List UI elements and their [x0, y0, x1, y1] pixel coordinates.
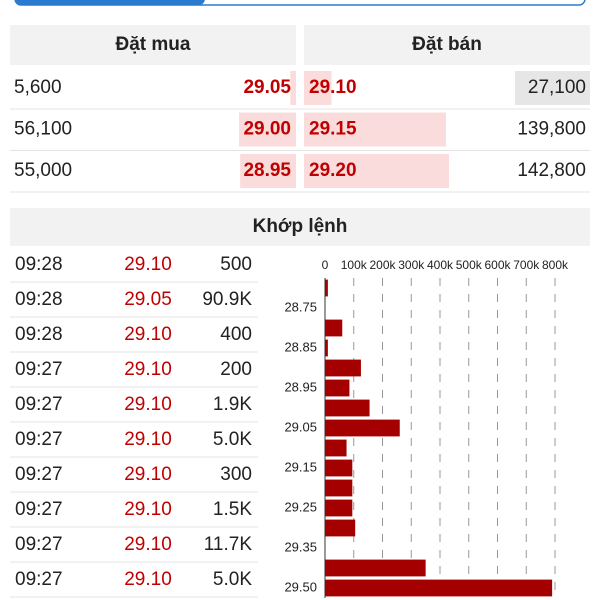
bar [325, 479, 353, 497]
buy-price: 29.05 [243, 77, 291, 98]
bar [325, 279, 328, 297]
buy-header-bg [10, 25, 296, 65]
trade-price: 29.10 [124, 359, 172, 380]
sell-price: 29.20 [309, 160, 357, 181]
y-tick-label: 29.50 [284, 579, 317, 594]
bar [325, 379, 350, 397]
bar [325, 339, 328, 357]
trade-price: 29.10 [124, 569, 172, 590]
sell-header: Đặt bán [412, 34, 482, 55]
trade-time: 09:27 [15, 464, 63, 485]
buy-volume: 56,100 [14, 119, 72, 140]
y-tick-label: 29.25 [284, 499, 317, 514]
trade-time: 09:27 [15, 499, 63, 520]
trade-price: 29.10 [124, 394, 172, 415]
x-tick-label: 500k [456, 258, 483, 272]
trade-price: 29.10 [124, 499, 172, 520]
trade-price: 29.10 [124, 464, 172, 485]
trade-volume: 400 [220, 324, 252, 345]
trade-price: 29.10 [124, 324, 172, 345]
trade-price: 29.10 [124, 429, 172, 450]
sell-volume: 139,800 [517, 119, 586, 140]
sell-depth-bar [304, 112, 446, 147]
bar [325, 419, 400, 437]
trade-time: 09:27 [15, 394, 63, 415]
trade-time: 09:27 [15, 359, 63, 380]
trade-volume: 1.5K [213, 499, 252, 520]
trade-volume: 5.0K [213, 569, 252, 590]
buy-depth-bar [239, 112, 296, 147]
x-tick-label: 700k [513, 258, 540, 272]
trade-volume: 11.7K [204, 534, 253, 555]
buy-depth-bar [240, 154, 296, 188]
sell-volume: 27,100 [528, 77, 586, 98]
trade-price: 29.10 [124, 534, 172, 555]
x-tick-label: 0 [322, 258, 329, 272]
trades-title: Khớp lệnh [253, 216, 348, 237]
trade-time: 09:27 [15, 534, 63, 555]
y-tick-label: 29.15 [284, 459, 317, 474]
trade-volume: 1.9K [213, 394, 252, 415]
bar [325, 319, 343, 337]
bar [325, 499, 353, 517]
trade-time: 09:27 [15, 569, 63, 590]
buy-price: 29.00 [243, 119, 291, 140]
trade-time: 09:28 [15, 289, 63, 310]
trade-volume: 90.9K [202, 289, 252, 310]
x-tick-label: 800k [542, 258, 569, 272]
trades-header-bg [10, 208, 590, 246]
y-tick-label: 29.35 [284, 539, 317, 554]
trade-time: 09:28 [15, 324, 63, 345]
buy-volume: 55,000 [14, 160, 72, 181]
sell-volume: 142,800 [517, 160, 586, 181]
trade-volume: 200 [220, 359, 252, 380]
sell-depth-bar [304, 154, 449, 188]
bar [325, 359, 361, 377]
x-tick-label: 400k [427, 258, 454, 272]
trade-price: 29.10 [124, 254, 172, 275]
bar [325, 579, 553, 597]
buy-depth-bar [290, 71, 296, 105]
x-tick-label: 600k [484, 258, 511, 272]
buy-header: Đặt mua [116, 34, 191, 55]
trade-volume: 300 [220, 464, 252, 485]
buy-price: 28.95 [243, 160, 291, 181]
trade-volume: 5.0K [213, 429, 252, 450]
sell-header-bg [304, 25, 590, 65]
bar [325, 459, 353, 477]
y-tick-label: 29.05 [284, 419, 317, 434]
trade-volume: 500 [220, 254, 252, 275]
sell-depth-bar [304, 71, 332, 105]
y-tick-label: 28.75 [284, 299, 317, 314]
bar [325, 559, 426, 577]
x-tick-label: 300k [398, 258, 425, 272]
x-tick-label: 200k [369, 258, 396, 272]
bar [325, 519, 356, 537]
y-tick-label: 28.85 [284, 339, 317, 354]
bar [325, 399, 370, 417]
trade-time: 09:28 [15, 254, 63, 275]
active-tab[interactable] [15, 0, 205, 5]
bar [325, 439, 347, 457]
x-tick-label: 100k [341, 258, 368, 272]
y-tick-label: 28.95 [284, 379, 317, 394]
sell-price: 29.10 [309, 77, 357, 98]
trade-time: 09:27 [15, 429, 63, 450]
buy-volume: 5,600 [14, 77, 62, 98]
sell-price: 29.15 [309, 119, 357, 140]
sell-volume-highlight [515, 71, 590, 105]
trade-price: 29.05 [124, 289, 172, 310]
